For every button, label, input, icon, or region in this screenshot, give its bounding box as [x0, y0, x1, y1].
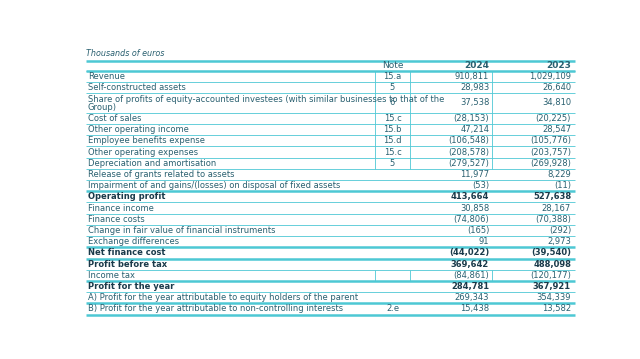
- Text: 28,547: 28,547: [542, 125, 571, 134]
- Text: (269,928): (269,928): [530, 159, 571, 168]
- Text: (279,527): (279,527): [449, 159, 489, 168]
- Text: Note: Note: [381, 61, 403, 70]
- Text: Other operating expenses: Other operating expenses: [88, 148, 198, 157]
- Text: (208,578): (208,578): [448, 148, 489, 157]
- Text: 6: 6: [390, 98, 395, 107]
- Text: (292): (292): [548, 226, 571, 235]
- Text: 26,640: 26,640: [542, 83, 571, 92]
- Text: 354,339: 354,339: [536, 293, 571, 302]
- Text: 5: 5: [390, 83, 395, 92]
- Text: 15.d: 15.d: [383, 136, 402, 145]
- Text: (53): (53): [472, 181, 489, 190]
- Text: Change in fair value of financial instruments: Change in fair value of financial instru…: [88, 226, 275, 235]
- Text: 37,538: 37,538: [460, 98, 489, 107]
- Text: 269,343: 269,343: [454, 293, 489, 302]
- Text: Share of profits of equity-accounted investees (with similar businesses to that : Share of profits of equity-accounted inv…: [88, 95, 444, 104]
- Text: 11,977: 11,977: [460, 170, 489, 179]
- Text: Depreciation and amortisation: Depreciation and amortisation: [88, 159, 216, 168]
- Text: 2.e: 2.e: [386, 304, 399, 313]
- Text: (84,861): (84,861): [454, 271, 489, 280]
- Text: 34,810: 34,810: [542, 98, 571, 107]
- Text: 15.c: 15.c: [383, 148, 401, 157]
- Text: Thousands of euros: Thousands of euros: [86, 49, 164, 58]
- Text: (106,548): (106,548): [449, 136, 489, 145]
- Text: 15.b: 15.b: [383, 125, 402, 134]
- Text: (11): (11): [554, 181, 571, 190]
- Text: (20,225): (20,225): [536, 114, 571, 123]
- Text: Other operating income: Other operating income: [88, 125, 189, 134]
- Text: Income tax: Income tax: [88, 271, 135, 280]
- Text: 15.a: 15.a: [383, 72, 402, 81]
- Text: 1,029,109: 1,029,109: [529, 72, 571, 81]
- Text: 488,098: 488,098: [533, 260, 571, 269]
- Text: (28,153): (28,153): [454, 114, 489, 123]
- Text: Profit for the year: Profit for the year: [88, 282, 174, 291]
- Text: B) Profit for the year attributable to non-controlling interests: B) Profit for the year attributable to n…: [88, 304, 343, 313]
- Text: 91: 91: [479, 237, 489, 246]
- Text: 28,167: 28,167: [542, 204, 571, 213]
- Text: Cost of sales: Cost of sales: [88, 114, 141, 123]
- Text: 910,811: 910,811: [455, 72, 489, 81]
- Text: 367,921: 367,921: [533, 282, 571, 291]
- Text: Finance costs: Finance costs: [88, 215, 145, 224]
- Text: Impairment of and gains/(losses) on disposal of fixed assets: Impairment of and gains/(losses) on disp…: [88, 181, 340, 190]
- Text: 284,781: 284,781: [451, 282, 489, 291]
- Text: Net finance cost: Net finance cost: [88, 248, 165, 257]
- Text: 2,973: 2,973: [547, 237, 571, 246]
- Text: (120,177): (120,177): [530, 271, 571, 280]
- Text: 13,582: 13,582: [542, 304, 571, 313]
- Text: 15.c: 15.c: [383, 114, 401, 123]
- Text: 527,638: 527,638: [533, 192, 571, 201]
- Text: 413,664: 413,664: [451, 192, 489, 201]
- Text: (74,806): (74,806): [454, 215, 489, 224]
- Text: Self-constructed assets: Self-constructed assets: [88, 83, 186, 92]
- Text: (165): (165): [467, 226, 489, 235]
- Text: 28,983: 28,983: [460, 83, 489, 92]
- Text: Revenue: Revenue: [88, 72, 125, 81]
- Text: 47,214: 47,214: [460, 125, 489, 134]
- Text: 5: 5: [390, 159, 395, 168]
- Text: Profit before tax: Profit before tax: [88, 260, 167, 269]
- Text: Employee benefits expense: Employee benefits expense: [88, 136, 205, 145]
- Text: 8,229: 8,229: [547, 170, 571, 179]
- Text: Release of grants related to assets: Release of grants related to assets: [88, 170, 234, 179]
- Text: (105,776): (105,776): [530, 136, 571, 145]
- Text: Group): Group): [88, 103, 117, 112]
- Text: A) Profit for the year attributable to equity holders of the parent: A) Profit for the year attributable to e…: [88, 293, 358, 302]
- Text: (203,757): (203,757): [530, 148, 571, 157]
- Text: 2024: 2024: [464, 61, 489, 70]
- Text: 30,858: 30,858: [460, 204, 489, 213]
- Text: Operating profit: Operating profit: [88, 192, 165, 201]
- Text: 369,642: 369,642: [451, 260, 489, 269]
- Text: (39,540): (39,540): [531, 248, 571, 257]
- Text: Finance income: Finance income: [88, 204, 154, 213]
- Text: 15,438: 15,438: [460, 304, 489, 313]
- Text: Exchange differences: Exchange differences: [88, 237, 179, 246]
- Text: 2023: 2023: [546, 61, 571, 70]
- Text: (44,022): (44,022): [449, 248, 489, 257]
- Text: (70,388): (70,388): [535, 215, 571, 224]
